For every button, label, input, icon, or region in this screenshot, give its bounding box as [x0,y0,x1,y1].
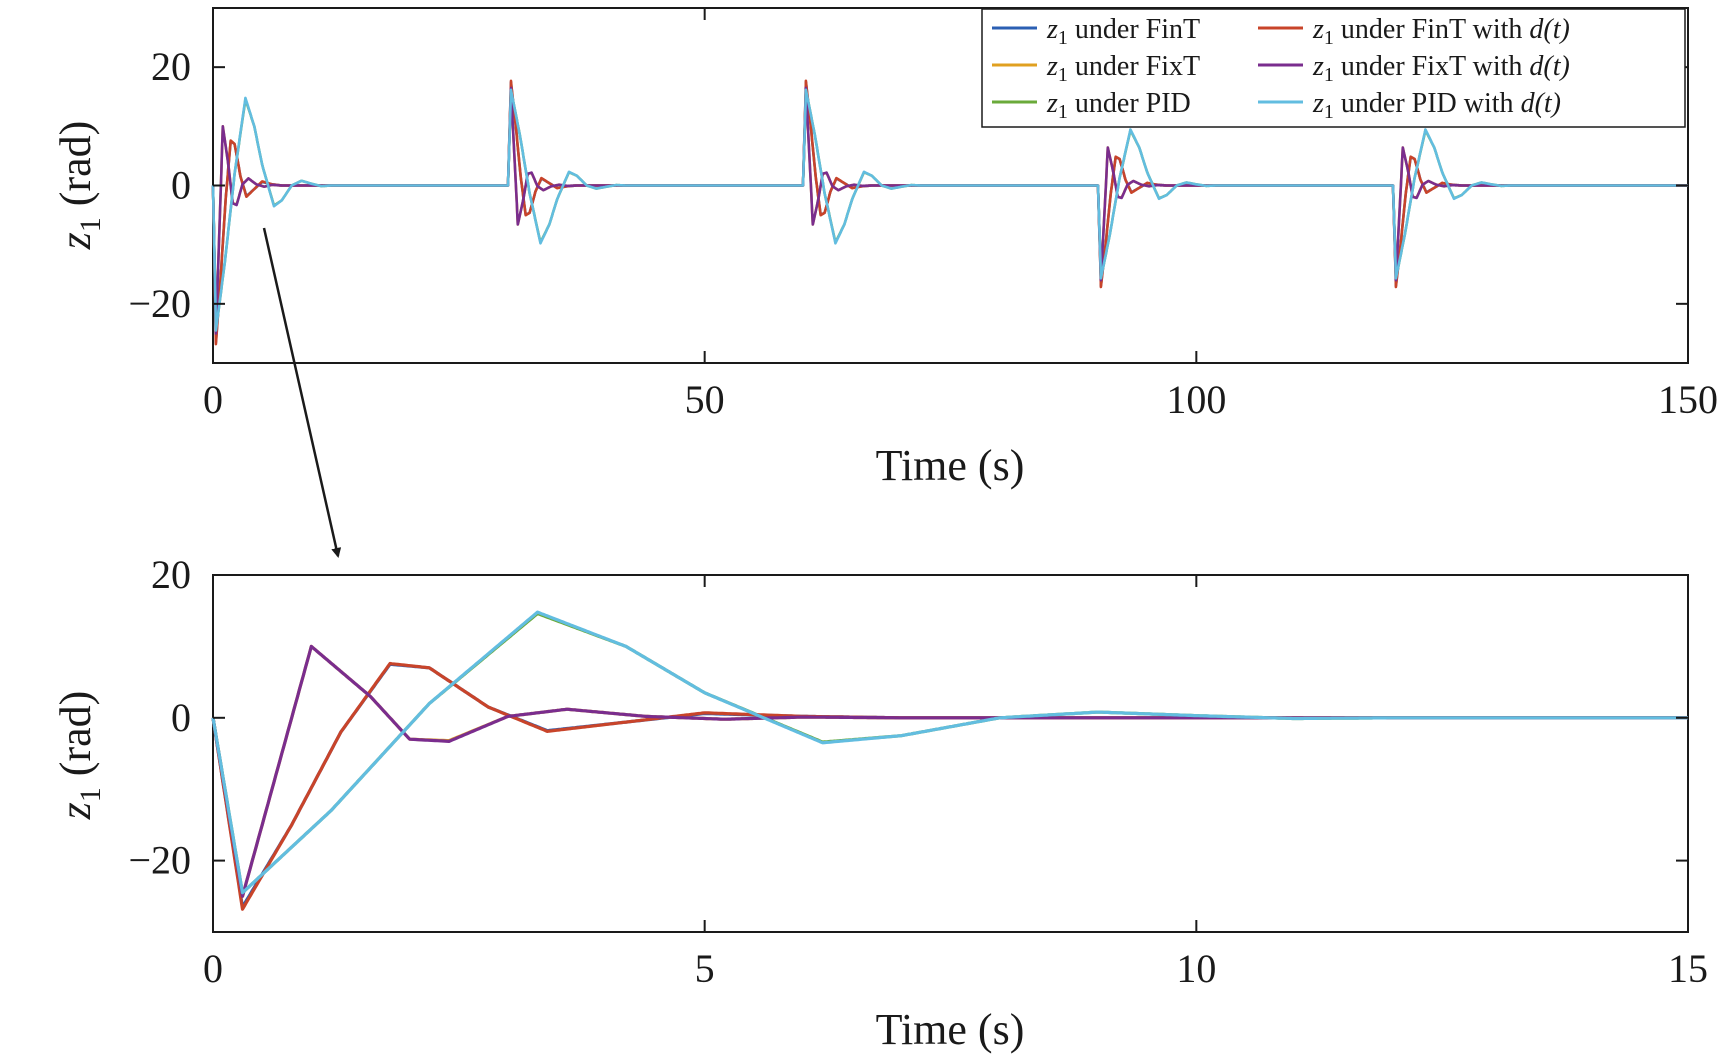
top-xlabel: Time (s) [876,441,1025,490]
bottom-series-line [211,610,1688,895]
legend-label: z1 under FinT [1046,14,1200,49]
bottom-xtick-label: 10 [1176,946,1216,991]
bottom-xtick-label: 5 [695,946,715,991]
bottom-plot-area [212,574,1689,933]
top-xtick-label: 0 [203,377,223,422]
zoom-arrow [262,227,342,558]
top-ytick-label: −20 [128,281,191,326]
bottom-panel: 0 5 10 15 −20 0 20 Time (s) z1 (rad) [51,552,1708,1054]
bottom-ytick-label: 0 [171,695,191,740]
bottom-xtick-label: 15 [1668,946,1708,991]
bottom-series-group [211,610,1688,911]
bottom-ytick-label: −20 [128,838,191,883]
legend-label: z1 under FixT [1046,51,1200,86]
legend-label: z1 under PID [1046,88,1191,123]
top-xtick-label: 50 [685,377,725,422]
top-xtick-label: 150 [1658,377,1718,422]
bottom-axis-ticks: 0 5 10 15 −20 0 20 [128,552,1708,991]
bottom-xlabel: Time (s) [876,1005,1025,1054]
bottom-ylabel: z1 (rad) [51,691,107,821]
top-series-line [211,88,1689,332]
top-axis-ticks: 0 50 100 150 −20 0 20 [128,8,1718,422]
bottom-ytick-label: 20 [151,552,191,597]
legend-label: z1 under PID with d(t) [1312,88,1561,123]
top-series-group [211,79,1689,346]
top-ytick-label: 0 [171,163,191,208]
top-xtick-label: 100 [1166,377,1226,422]
legend-box [981,8,1686,128]
bottom-xtick-label: 0 [203,946,223,991]
legend-label: z1 under FinT with d(t) [1312,14,1570,49]
top-ylabel: z1 (rad) [51,121,107,251]
top-ytick-label: 20 [151,44,191,89]
top-panel: 0 50 100 150 −20 0 20 Time (s) z1 (rad) z1 und… [51,7,1718,490]
legend-label: z1 under FixT with d(t) [1312,51,1570,86]
